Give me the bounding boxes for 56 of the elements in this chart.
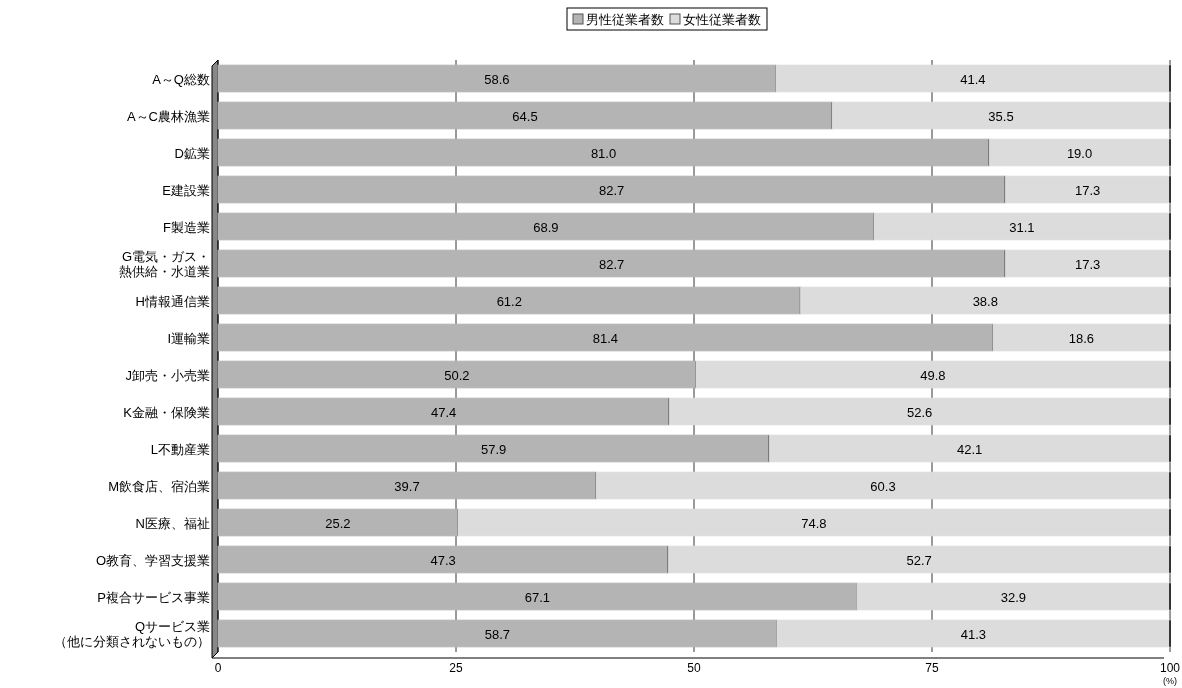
data-label: 25.2 — [325, 515, 351, 531]
data-label: 47.3 — [430, 552, 456, 568]
y-tick-label: A～C農林漁業 — [126, 108, 210, 124]
data-label: 82.7 — [599, 182, 625, 198]
y-tick-label: A～Q総数 — [152, 71, 210, 87]
y-tick-label: D鉱業 — [174, 145, 210, 161]
x-tick-label: 100 — [1159, 661, 1181, 675]
data-label: 82.7 — [599, 256, 625, 272]
data-label: 81.0 — [590, 145, 617, 161]
y-tick-label: K金融・保険業 — [123, 404, 210, 420]
data-label: 17.3 — [1075, 256, 1101, 272]
y-tick-label: N医療、福祉 — [135, 515, 210, 531]
data-label: 61.2 — [496, 293, 522, 309]
data-label: 17.3 — [1075, 182, 1101, 198]
x-tick-label: 0 — [214, 661, 222, 675]
data-label: 67.1 — [524, 589, 551, 605]
y-tick-label: I運輸業 — [167, 330, 210, 346]
x-axis-title: (%) — [1163, 676, 1177, 686]
data-label: 41.4 — [960, 71, 986, 87]
y-tick-label: Qサービス業（他に分類されないもの） — [54, 619, 210, 649]
data-label: 68.9 — [533, 219, 559, 235]
data-label: 58.6 — [484, 71, 510, 87]
data-label: 35.5 — [988, 108, 1014, 124]
data-label: 42.1 — [956, 441, 983, 457]
y-tick-label: F製造業 — [163, 219, 210, 235]
legend-label: 女性従業者数 — [683, 12, 761, 27]
data-label: 31.1 — [1009, 219, 1035, 235]
data-label: 18.6 — [1068, 330, 1095, 346]
data-label: 57.9 — [480, 441, 507, 457]
y-tick-label: E建設業 — [162, 182, 210, 198]
data-label: 52.6 — [906, 404, 933, 420]
data-label: 49.8 — [920, 367, 946, 383]
y-tick-label: P複合サービス事業 — [97, 589, 210, 605]
y-tick-label: L不動産業 — [150, 441, 210, 457]
x-tick-label: 50 — [687, 661, 701, 675]
data-label: 19.0 — [1066, 145, 1093, 161]
x-tick-label: 25 — [449, 661, 463, 675]
data-label: 39.7 — [394, 478, 420, 494]
y-tick-label: H情報通信業 — [135, 293, 210, 309]
data-label: 74.8 — [801, 515, 827, 531]
y-tick-label: J卸売・小売業 — [125, 367, 210, 383]
y-tick-label: G電気・ガス・熱供給・水道業 — [119, 249, 210, 279]
data-label: 81.4 — [592, 330, 619, 346]
data-label: 50.2 — [444, 367, 470, 383]
y-tick-label: M飲食店、宿泊業 — [108, 478, 210, 494]
data-label: 64.5 — [512, 108, 538, 124]
data-label: 58.7 — [484, 626, 511, 642]
x-tick-label: 75 — [925, 661, 939, 675]
data-label: 47.4 — [430, 404, 457, 420]
data-label: 38.8 — [972, 293, 998, 309]
data-label: 41.3 — [960, 626, 987, 642]
text: 男性従業者数 — [586, 12, 664, 27]
y-tick-label: O教育、学習支援業 — [95, 552, 210, 568]
data-label: 32.9 — [1000, 589, 1027, 605]
data-label: 60.3 — [870, 478, 896, 494]
data-label: 52.7 — [906, 552, 932, 568]
